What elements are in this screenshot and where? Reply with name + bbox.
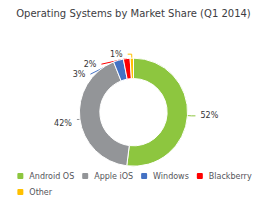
svg-text:2%: 2% bbox=[84, 60, 97, 69]
svg-text:Android OS: Android OS bbox=[29, 172, 74, 181]
svg-text:42%: 42% bbox=[54, 119, 72, 128]
svg-text:Operating Systems by Market Sh: Operating Systems by Market Share (Q1 20… bbox=[16, 8, 251, 19]
svg-text:3%: 3% bbox=[73, 70, 86, 79]
svg-text:Blackberry: Blackberry bbox=[209, 172, 252, 181]
svg-text:52%: 52% bbox=[200, 111, 218, 120]
svg-text:Windows: Windows bbox=[153, 172, 189, 181]
svg-text:Apple iOS: Apple iOS bbox=[94, 172, 133, 181]
svg-text:Other: Other bbox=[29, 188, 52, 197]
svg-text:1%: 1% bbox=[110, 50, 123, 59]
